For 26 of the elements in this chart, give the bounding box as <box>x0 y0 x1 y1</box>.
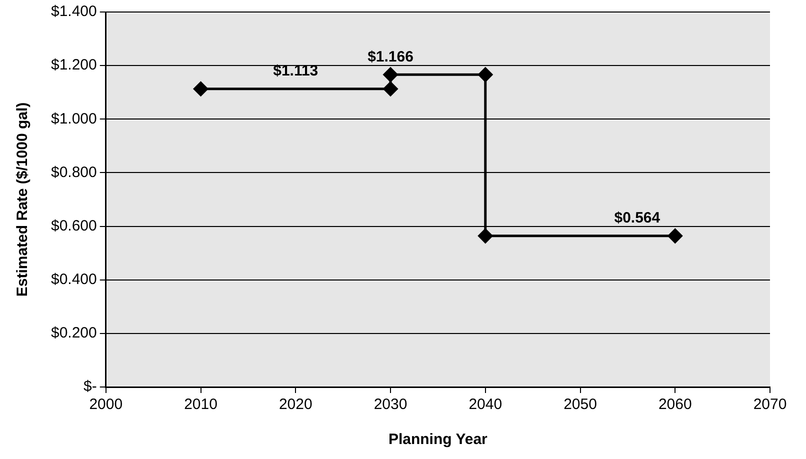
x-tick-label: 2000 <box>89 396 123 414</box>
y-tick-label: $0.800 <box>50 164 97 181</box>
y-tick-label: $1.400 <box>50 3 97 20</box>
x-axis-title: Planning Year <box>388 431 488 448</box>
annotation: $1.166 <box>368 48 414 66</box>
x-tick-label: 2040 <box>468 396 502 414</box>
x-tick-label: 2020 <box>278 396 312 414</box>
x-tick-label: 2010 <box>184 396 218 414</box>
point <box>668 228 682 244</box>
y-tick-label: $- <box>84 378 97 396</box>
y-tick-label: $0.200 <box>50 324 97 342</box>
point <box>383 67 398 82</box>
y-axis-title: Estimated Rate ($/1000 gal) <box>14 102 32 297</box>
x-tick-label: 2050 <box>564 396 597 414</box>
y-tick-label: $0.600 <box>50 217 97 234</box>
x-tick-label: 2070 <box>753 396 787 414</box>
x-tick-label: 2060 <box>658 396 692 414</box>
point <box>194 82 208 96</box>
point <box>383 82 398 96</box>
y-tick-label: $1.200 <box>50 56 97 74</box>
y-tick-label: $0.400 <box>50 271 97 288</box>
point <box>478 228 493 244</box>
annotation: $0.564 <box>614 210 661 227</box>
x-tick-label: 2030 <box>374 396 408 414</box>
y-tick-label: $1.000 <box>50 110 97 128</box>
point <box>478 67 493 82</box>
